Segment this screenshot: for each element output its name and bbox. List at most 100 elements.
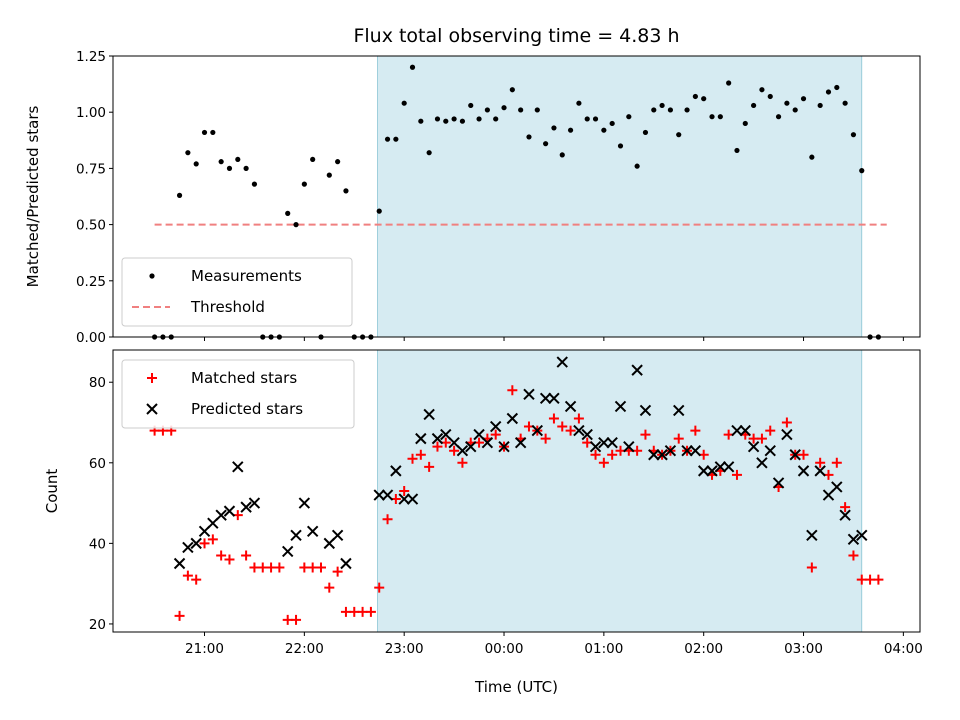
- matched-star-point: [332, 566, 343, 577]
- matched-star-point: [315, 562, 326, 573]
- matched-star-point: [507, 385, 518, 396]
- measurement-point: [193, 161, 199, 167]
- predicted-star-point: [856, 529, 868, 542]
- predicted-star-point: [606, 436, 618, 449]
- matched-star-point: [407, 453, 418, 464]
- y-tick-label: 60: [89, 456, 106, 472]
- measurement-point: [642, 129, 649, 136]
- measurement-point: [310, 156, 316, 163]
- top-y-axis-label: Matched/Predicted stars: [24, 106, 42, 288]
- measurement-point: [692, 93, 698, 100]
- y-tick-label: 0.25: [76, 274, 106, 290]
- predicted-star-point: [523, 388, 535, 401]
- predicted-star-point: [714, 461, 727, 473]
- matched-star-point: [607, 449, 618, 460]
- matched-star-point: [399, 486, 410, 496]
- matched-star-point: [207, 534, 218, 545]
- predicted-star-point: [423, 408, 435, 421]
- measurement-point: [701, 96, 707, 102]
- measurement-point: [626, 114, 632, 120]
- predicted-star-point: [772, 477, 785, 489]
- measurement-point: [809, 154, 815, 160]
- measurement-point: [734, 147, 740, 154]
- measurement-point: [709, 114, 715, 120]
- measurement-point: [767, 93, 773, 100]
- matched-star-point: [815, 457, 826, 468]
- measurement-point: [393, 136, 399, 142]
- measurement-point: [859, 168, 865, 174]
- predicted-star-point: [539, 392, 552, 405]
- matched-star-point: [548, 413, 559, 424]
- predicted-star-point: [381, 489, 394, 501]
- matched-star-point: [873, 574, 884, 585]
- legend-matched-swatch: [147, 373, 157, 383]
- predicted-star-point: [656, 449, 668, 461]
- measurement-point: [634, 163, 640, 169]
- matched-star-point: [731, 469, 742, 480]
- measurement-point: [792, 107, 798, 113]
- matched-star-point: [590, 449, 601, 460]
- predicted-star-point: [390, 465, 402, 477]
- matched-star-point: [673, 433, 684, 444]
- matched-star-point: [274, 562, 285, 573]
- measurement-point: [335, 159, 341, 165]
- top-observing-window-shading: [377, 55, 863, 338]
- measurement-point: [751, 102, 757, 109]
- matched-star-point: [382, 514, 393, 525]
- predicted-star-point: [331, 529, 344, 542]
- measurement-point: [434, 116, 441, 122]
- measurement-point: [667, 107, 674, 113]
- legend-box: [121, 359, 355, 429]
- measurement-point: [210, 129, 216, 136]
- predicted-star-point: [173, 557, 186, 570]
- measurement-point: [651, 107, 657, 113]
- measurement-point: [509, 87, 515, 93]
- y-tick-label: 1.25: [76, 49, 106, 65]
- matched-star-point: [374, 582, 385, 593]
- matched-star-point: [840, 502, 851, 513]
- measurement-point: [726, 80, 732, 86]
- predicted-star-point: [215, 509, 227, 521]
- predicted-star-point: [764, 445, 776, 457]
- chart-title: Flux total observing time = 4.83 h: [353, 25, 679, 47]
- matched-star-point: [557, 421, 568, 432]
- x-tick-label: 21:00: [185, 641, 224, 657]
- predicted-star-point: [664, 445, 677, 457]
- predicted-star-point: [548, 392, 560, 405]
- predicted-star-point: [248, 497, 261, 509]
- predicted-star-point: [623, 440, 635, 453]
- x-tick-label: 22:00: [285, 641, 324, 657]
- predicted-star-point: [797, 465, 810, 477]
- predicted-star-point: [531, 424, 544, 437]
- measurement-point: [451, 116, 457, 122]
- y-tick-label: 0.50: [76, 218, 106, 234]
- measurement-point: [285, 210, 291, 216]
- measurement-point: [584, 116, 590, 122]
- matched-star-point: [806, 562, 817, 573]
- y-tick-label: 0.75: [76, 161, 106, 177]
- measurement-point: [226, 165, 233, 171]
- predicted-star-point: [747, 440, 760, 453]
- matched-star-point: [756, 433, 767, 444]
- measurement-point: [518, 107, 524, 113]
- legend-label: Measurements: [191, 267, 302, 285]
- predicted-star-point: [806, 529, 818, 542]
- predicted-star-point: [223, 505, 236, 517]
- bottom-panel: 20 40 60 80 21:00 22:00 23:00 00:00 01:00 02:00 03…: [43, 349, 923, 696]
- measurement-point: [609, 120, 615, 127]
- top-panel: 0.00 0.25 0.50 0.75 1.00 1.25 Flux total obse…: [24, 25, 921, 346]
- y-tick-label: 20: [89, 617, 106, 633]
- predicted-star-point: [431, 432, 444, 445]
- predicted-star-point: [648, 449, 660, 461]
- measurement-point: [376, 208, 382, 214]
- predicted-star-point: [639, 404, 652, 417]
- predicted-star-point: [681, 445, 693, 457]
- matched-star-point: [831, 457, 842, 468]
- measurement-point: [834, 84, 840, 91]
- measurement-point: [293, 222, 299, 228]
- measurement-point: [659, 102, 665, 109]
- predicted-star-point: [781, 428, 793, 441]
- y-tick-label: 1.00: [76, 105, 106, 121]
- measurement-point: [676, 132, 682, 138]
- predicted-star-point: [456, 445, 469, 457]
